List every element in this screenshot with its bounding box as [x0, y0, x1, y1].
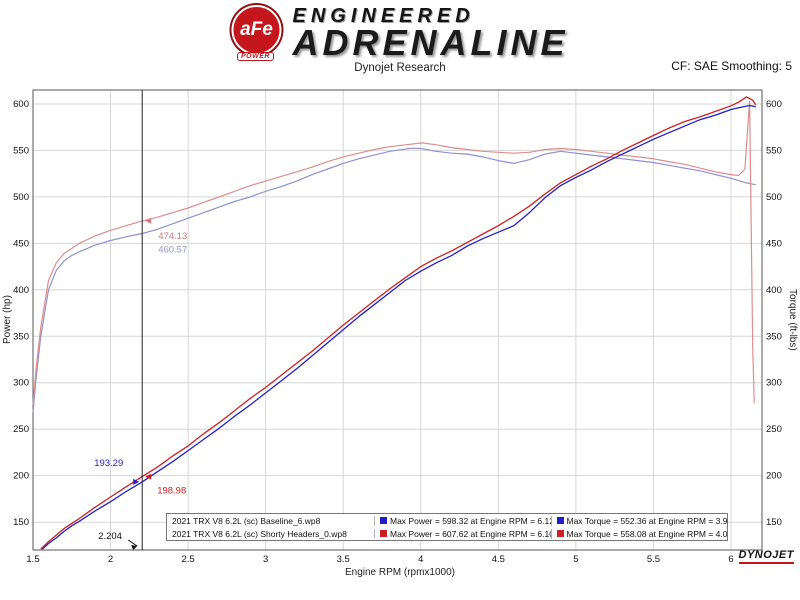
y-axis-title-torque: Torque (ft-lbs) [787, 289, 798, 351]
afe-power-logo-icon: aFe POWER [231, 5, 283, 61]
afe-brand: aFe POWER ENGINEERED ADRENALINE [231, 5, 568, 61]
series-swatch-icon [556, 530, 564, 537]
series-swatch-icon [380, 517, 387, 524]
x-tick-label: 2 [108, 554, 113, 565]
series-swatch-icon [556, 517, 564, 524]
brand-line-adrenaline: ADRENALINE [292, 22, 569, 63]
legend-run-name: 2021 TRX V8 6.2L (sc) Shorty Headers_0.w… [167, 528, 375, 539]
y-tick-label-left: 200 [13, 471, 29, 482]
header: aFe POWER ENGINEERED ADRENALINE Dynojet … [0, 0, 800, 88]
legend-max-power-cell: Max Power = 607.62 at Engine RPM = 6.10 [375, 529, 551, 539]
x-axis-title-rpm: Engine RPM (rpmx1000) [344, 567, 456, 578]
baseline-power-curve [41, 104, 756, 550]
legend-run-name: 2021 TRX V8 6.2L (sc) Baseline_6.wp8 [167, 515, 375, 526]
y-tick-label-right: 450 [766, 238, 782, 249]
x-tick-label: 1.5 [26, 554, 39, 565]
x-tick-label: 6 [728, 554, 733, 565]
y-tick-label-left: 600 [13, 99, 29, 110]
x-tick-label: 5.5 [647, 554, 660, 565]
sae-smoothing-label: CF: SAE Smoothing: 5 [671, 59, 792, 73]
y-tick-label-left: 300 [13, 378, 29, 389]
y-tick-label-left: 150 [13, 517, 29, 528]
shorty-headers-torque-curve [32, 100, 755, 406]
legend-row-shorty-headers: 2021 TRX V8 6.2L (sc) Shorty Headers_0.w… [167, 527, 727, 540]
afe-logo-text: aFe [240, 19, 273, 40]
dynojet-research-subtitle: Dynojet Research [354, 62, 446, 74]
y-tick-label-left: 350 [13, 331, 29, 342]
y-tick-label-left: 400 [13, 285, 29, 296]
brand-text: ENGINEERED ADRENALINE [292, 5, 569, 63]
y-tick-label-left: 550 [13, 145, 29, 156]
y-tick-label-right: 250 [766, 424, 782, 435]
y-tick-label-right: 300 [766, 378, 782, 389]
y-tick-label-right: 400 [766, 285, 782, 296]
series-swatch-icon [380, 530, 387, 537]
x-tick-label: 5 [573, 554, 578, 565]
x-tick-label: 3 [263, 554, 268, 565]
y-tick-label-right: 350 [766, 331, 782, 342]
dynojet-logo: DYNOJET [738, 549, 794, 564]
afe-power-badge: POWER [237, 52, 274, 61]
x-tick-label: 3.5 [337, 554, 350, 565]
legend-max-power-cell: Max Power = 598.32 at Engine RPM = 6.12 [375, 516, 551, 526]
y-tick-label-left: 250 [13, 424, 29, 435]
y-tick-label-right: 600 [766, 99, 782, 110]
y-tick-label-left: 500 [13, 192, 29, 203]
y-tick-label-right: 150 [766, 517, 782, 528]
cursor-annotation: 198.98 [157, 486, 186, 497]
afe-circle-icon: aFe [231, 5, 282, 55]
legend-row-baseline: 2021 TRX V8 6.2L (sc) Baseline_6.wp8 Max… [167, 514, 727, 527]
y-tick-label-left: 450 [13, 238, 29, 249]
y-tick-label-right: 200 [766, 471, 782, 482]
shorty-headers-power-curve [40, 96, 757, 550]
cursor-arrow-icon [127, 539, 138, 547]
x-tick-label: 2.5 [181, 554, 194, 565]
legend-max-torque-text: Max Torque = 552.36 at Engine RPM = 3.94 [566, 515, 728, 526]
brand-line-engineered: ENGINEERED [292, 5, 475, 27]
legend-max-torque-cell: Max Torque = 552.36 at Engine RPM = 3.94 [550, 515, 728, 526]
y-axis-title-power: Power (hp) [2, 295, 13, 345]
x-tick-label: 4.5 [492, 554, 505, 565]
cursor-rpm-label: 2.204 [98, 531, 122, 542]
baseline-torque-curve [32, 147, 756, 413]
cursor-annotation: 193.29 [94, 458, 123, 469]
plot-border [32, 89, 763, 551]
legend-max-power-text: Max Power = 607.62 at Engine RPM = 6.10 [390, 528, 551, 539]
dyno-legend: 2021 TRX V8 6.2L (sc) Baseline_6.wp8 Max… [166, 513, 728, 541]
y-tick-label-right: 500 [766, 192, 782, 203]
cursor-arrowhead-icon [131, 545, 138, 550]
y-tick-label-right: 550 [766, 145, 782, 156]
cursor-marker-icon [133, 478, 140, 485]
legend-max-torque-cell: Max Torque = 558.08 at Engine RPM = 4.01 [550, 528, 728, 539]
x-tick-label: 4 [418, 554, 423, 565]
cursor-annotation: 460.57 [158, 245, 187, 256]
legend-max-power-text: Max Power = 598.32 at Engine RPM = 6.12 [390, 515, 551, 526]
legend-max-torque-text: Max Torque = 558.08 at Engine RPM = 4.01 [566, 528, 728, 539]
cursor-marker-icon [145, 217, 152, 224]
cursor-marker-icon [145, 473, 152, 480]
cursor-annotation: 474.13 [158, 231, 187, 242]
